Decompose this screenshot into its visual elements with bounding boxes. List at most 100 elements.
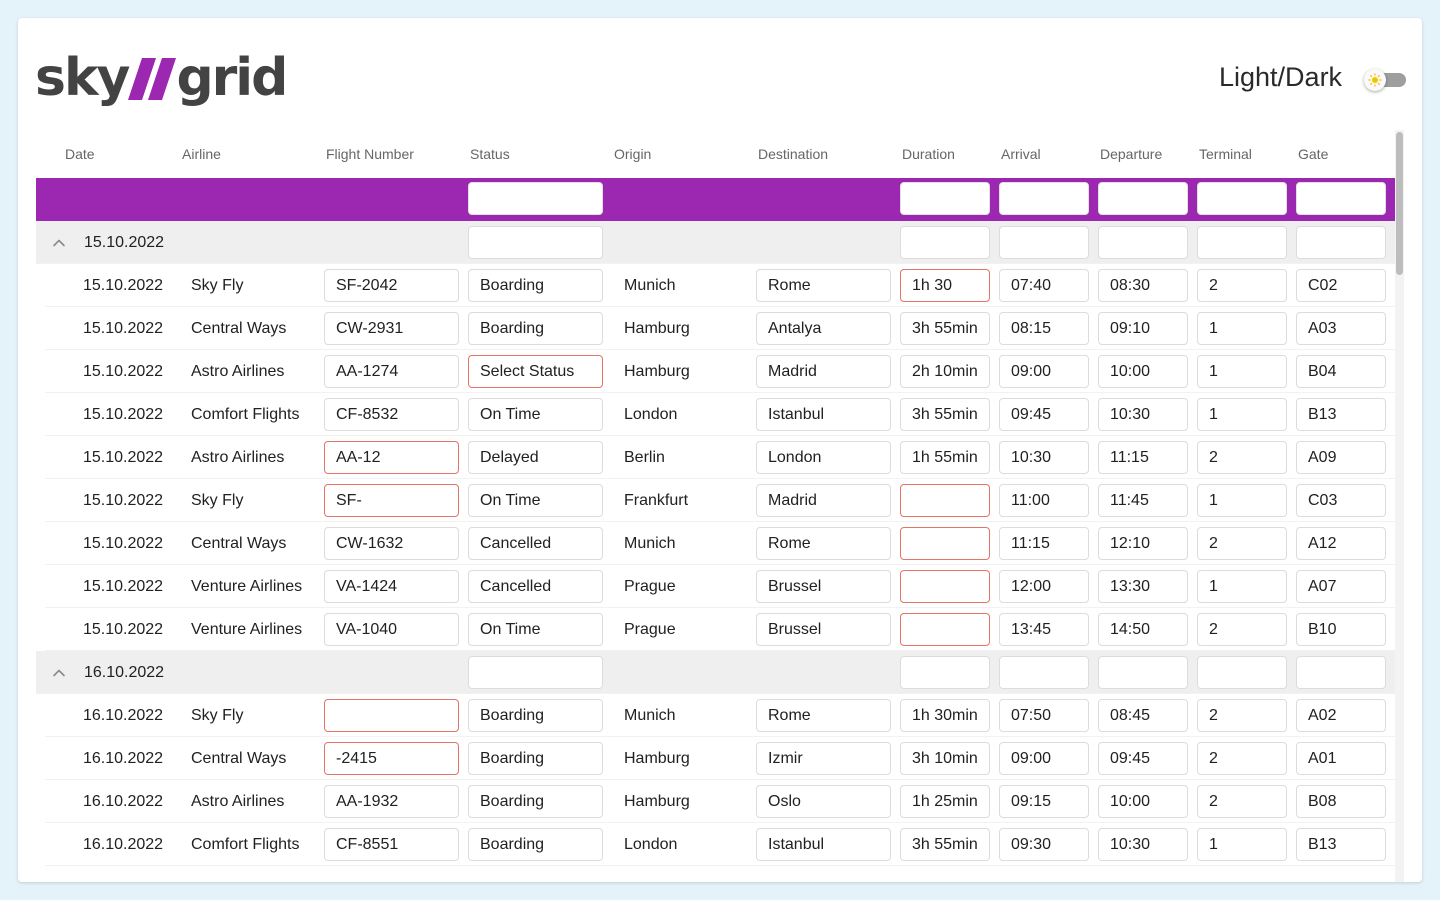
arrival-filter-input[interactable] [999, 182, 1089, 215]
group-arrival-input[interactable] [999, 656, 1089, 689]
gate-cell-input[interactable]: A02 [1296, 699, 1386, 732]
departure-cell-input[interactable]: 11:15 [1098, 441, 1188, 474]
status-cell-input[interactable]: Select Status [468, 355, 603, 388]
flight-cell-input[interactable]: SF- [324, 484, 459, 517]
arrival-cell-input[interactable]: 11:15 [999, 527, 1089, 560]
departure-cell-input[interactable]: 09:45 [1098, 742, 1188, 775]
column-header-gate[interactable]: Gate [1298, 146, 1329, 162]
flight-cell-input[interactable]: -2415 [324, 742, 459, 775]
flight-cell-input[interactable]: AA-12 [324, 441, 459, 474]
departure-cell-input[interactable]: 10:00 [1098, 785, 1188, 818]
column-header-departure[interactable]: Departure [1100, 146, 1163, 162]
status-cell-input[interactable]: Boarding [468, 785, 603, 818]
group-row[interactable]: 16.10.2022 [36, 651, 1395, 694]
scrollbar-thumb[interactable] [1396, 132, 1403, 275]
terminal-cell-input[interactable]: 1 [1197, 312, 1287, 345]
status-filter-input[interactable] [468, 182, 603, 215]
departure-cell-input[interactable]: 11:45 [1098, 484, 1188, 517]
departure-cell-input[interactable]: 08:30 [1098, 269, 1188, 302]
departure-cell-input[interactable]: 10:00 [1098, 355, 1188, 388]
destination-cell-input[interactable]: Istanbul [756, 398, 891, 431]
departure-cell-input[interactable]: 13:30 [1098, 570, 1188, 603]
chevron-up-icon[interactable] [51, 235, 67, 251]
terminal-cell-input[interactable]: 1 [1197, 570, 1287, 603]
arrival-cell-input[interactable]: 12:00 [999, 570, 1089, 603]
terminal-cell-input[interactable]: 2 [1197, 269, 1287, 302]
destination-cell-input[interactable]: Istanbul [756, 828, 891, 861]
arrival-cell-input[interactable]: 09:30 [999, 828, 1089, 861]
theme-toggle[interactable] [1364, 68, 1406, 92]
flight-cell-input[interactable]: VA-1040 [324, 613, 459, 646]
terminal-cell-input[interactable]: 1 [1197, 398, 1287, 431]
gate-cell-input[interactable]: A09 [1296, 441, 1386, 474]
status-cell-input[interactable]: On Time [468, 613, 603, 646]
duration-cell-input[interactable]: 3h 55min [900, 398, 990, 431]
flight-cell-input[interactable]: AA-1932 [324, 785, 459, 818]
gate-cell-input[interactable]: A03 [1296, 312, 1386, 345]
flight-cell-input[interactable]: CF-8551 [324, 828, 459, 861]
flight-cell-input[interactable]: CW-2931 [324, 312, 459, 345]
duration-cell-input[interactable]: 1h 30min [900, 699, 990, 732]
column-header-origin[interactable]: Origin [614, 146, 652, 162]
column-header-flight-number[interactable]: Flight Number [326, 146, 414, 162]
destination-cell-input[interactable]: Oslo [756, 785, 891, 818]
arrival-cell-input[interactable]: 09:15 [999, 785, 1089, 818]
destination-cell-input[interactable]: London [756, 441, 891, 474]
duration-cell-input[interactable]: 3h 55min [900, 828, 990, 861]
destination-cell-input[interactable]: Antalya [756, 312, 891, 345]
destination-cell-input[interactable]: Rome [756, 699, 891, 732]
group-terminal-input[interactable] [1197, 226, 1287, 259]
column-header-duration[interactable]: Duration [902, 146, 955, 162]
duration-cell-input[interactable]: 1h 25min [900, 785, 990, 818]
duration-cell-input[interactable]: 1h 30 [900, 269, 990, 302]
terminal-cell-input[interactable]: 2 [1197, 527, 1287, 560]
duration-cell-input[interactable]: 1h 55min [900, 441, 990, 474]
gate-cell-input[interactable]: C03 [1296, 484, 1386, 517]
status-cell-input[interactable]: Boarding [468, 269, 603, 302]
arrival-cell-input[interactable]: 08:15 [999, 312, 1089, 345]
terminal-cell-input[interactable]: 2 [1197, 742, 1287, 775]
flight-cell-input[interactable]: VA-1424 [324, 570, 459, 603]
column-header-status[interactable]: Status [470, 146, 510, 162]
departure-cell-input[interactable]: 10:30 [1098, 828, 1188, 861]
departure-filter-input[interactable] [1098, 182, 1188, 215]
duration-cell-input[interactable] [900, 527, 990, 560]
column-header-arrival[interactable]: Arrival [1001, 146, 1041, 162]
gate-cell-input[interactable]: C02 [1296, 269, 1386, 302]
group-status-input[interactable] [468, 226, 603, 259]
arrival-cell-input[interactable]: 09:00 [999, 355, 1089, 388]
group-gate-input[interactable] [1296, 226, 1386, 259]
arrival-cell-input[interactable]: 10:30 [999, 441, 1089, 474]
status-cell-input[interactable]: Cancelled [468, 570, 603, 603]
duration-cell-input[interactable]: 2h 10min [900, 355, 990, 388]
duration-cell-input[interactable] [900, 484, 990, 517]
destination-cell-input[interactable]: Rome [756, 269, 891, 302]
arrival-cell-input[interactable]: 09:00 [999, 742, 1089, 775]
gate-cell-input[interactable]: A01 [1296, 742, 1386, 775]
gate-cell-input[interactable]: A07 [1296, 570, 1386, 603]
terminal-cell-input[interactable]: 1 [1197, 355, 1287, 388]
flight-cell-input[interactable]: SF-2042 [324, 269, 459, 302]
gate-cell-input[interactable]: B13 [1296, 828, 1386, 861]
gate-cell-input[interactable]: B08 [1296, 785, 1386, 818]
destination-cell-input[interactable]: Brussel [756, 570, 891, 603]
chevron-up-icon[interactable] [51, 665, 67, 681]
departure-cell-input[interactable]: 08:45 [1098, 699, 1188, 732]
terminal-cell-input[interactable]: 2 [1197, 699, 1287, 732]
group-arrival-input[interactable] [999, 226, 1089, 259]
departure-cell-input[interactable]: 10:30 [1098, 398, 1188, 431]
status-cell-input[interactable]: Boarding [468, 742, 603, 775]
gate-cell-input[interactable]: B10 [1296, 613, 1386, 646]
flight-cell-input[interactable]: CF-8532 [324, 398, 459, 431]
terminal-cell-input[interactable]: 1 [1197, 828, 1287, 861]
group-duration-input[interactable] [900, 226, 990, 259]
column-header-terminal[interactable]: Terminal [1199, 146, 1252, 162]
column-header-destination[interactable]: Destination [758, 146, 829, 162]
status-cell-input[interactable]: Boarding [468, 312, 603, 345]
group-duration-input[interactable] [900, 656, 990, 689]
flight-cell-input[interactable]: AA-1274 [324, 355, 459, 388]
arrival-cell-input[interactable]: 09:45 [999, 398, 1089, 431]
column-header-date[interactable]: Date [65, 146, 95, 162]
group-terminal-input[interactable] [1197, 656, 1287, 689]
status-cell-input[interactable]: On Time [468, 484, 603, 517]
